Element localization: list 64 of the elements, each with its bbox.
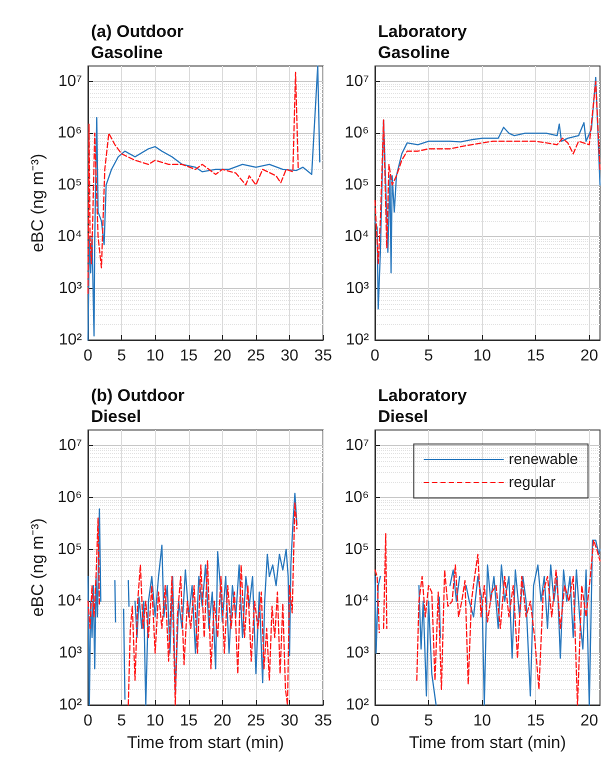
y-tick-label: 10⁵ bbox=[344, 540, 369, 558]
y-axis-title: eBC (ng m⁻³) bbox=[28, 518, 47, 617]
x-tick-label: 35 bbox=[314, 348, 332, 364]
x-tick-label: 15 bbox=[180, 348, 198, 364]
y-tick-label: 10⁴ bbox=[344, 228, 370, 246]
line-series bbox=[374, 76, 601, 310]
chart-title: Laboratory Diesel bbox=[378, 386, 468, 426]
x-tick-label: 0 bbox=[84, 712, 93, 730]
x-axis-title: Time from start (min) bbox=[408, 732, 566, 752]
x-tick-label: 30 bbox=[280, 348, 299, 364]
y-tick-label: 10⁵ bbox=[58, 176, 82, 194]
y-tick-label: 10² bbox=[58, 332, 83, 348]
y-tick-label: 10⁴ bbox=[57, 592, 82, 610]
x-tick-label: 15 bbox=[526, 712, 545, 730]
y-tick-label: 10⁶ bbox=[58, 124, 82, 142]
y-tick-label: 10⁷ bbox=[58, 437, 82, 454]
x-tick-label: 0 bbox=[84, 348, 93, 364]
x-tick-label: 10 bbox=[473, 712, 492, 730]
x-tick-label: 15 bbox=[526, 348, 545, 364]
line-series bbox=[374, 80, 601, 264]
y-tick-label: 10³ bbox=[346, 280, 370, 297]
y-tick-label: 10³ bbox=[58, 644, 83, 662]
line-series bbox=[87, 72, 299, 294]
x-tick-label: 25 bbox=[247, 348, 265, 364]
x-tick-label: 20 bbox=[580, 348, 598, 364]
y-tick-label: 10⁷ bbox=[345, 437, 370, 454]
x-tick-label: 20 bbox=[213, 712, 232, 730]
chart-title: Laboratory Gasoline bbox=[378, 22, 468, 62]
x-tick-label: 0 bbox=[370, 348, 380, 364]
y-tick-label: 10² bbox=[346, 696, 370, 714]
legend-label: renewable bbox=[508, 451, 578, 468]
y-tick-label: 10³ bbox=[58, 280, 83, 297]
y-tick-label: 10⁶ bbox=[344, 124, 369, 142]
chart-title: (a) Outdoor Gasoline bbox=[91, 22, 184, 62]
y-tick-label: 10² bbox=[58, 696, 83, 714]
line-series bbox=[87, 65, 320, 341]
x-tick-label: 10 bbox=[146, 712, 164, 730]
y-tick-label: 10⁶ bbox=[58, 488, 82, 506]
x-tick-label: 10 bbox=[146, 348, 164, 364]
y-tick-label: 10⁴ bbox=[344, 592, 370, 610]
x-tick-label: 5 bbox=[424, 712, 434, 730]
y-axis-title: eBC (ng m⁻³) bbox=[28, 154, 47, 252]
y-tick-label: 10⁶ bbox=[344, 488, 369, 506]
x-tick-label: 20 bbox=[213, 348, 232, 364]
y-tick-label: 10² bbox=[346, 332, 370, 348]
chart-title: (b) Outdoor Diesel bbox=[91, 386, 185, 426]
legend-label: regular bbox=[508, 474, 556, 491]
x-tick-label: 30 bbox=[280, 712, 299, 730]
y-tick-label: 10⁵ bbox=[58, 540, 82, 558]
x-tick-label: 10 bbox=[473, 348, 492, 364]
x-axis-title: Time from start (min) bbox=[127, 732, 284, 752]
y-tick-label: 10⁵ bbox=[344, 176, 369, 194]
x-tick-label: 20 bbox=[580, 712, 598, 730]
y-tick-label: 10⁴ bbox=[57, 228, 82, 246]
x-tick-label: 5 bbox=[424, 348, 434, 364]
x-tick-label: 0 bbox=[370, 712, 380, 730]
y-tick-label: 10³ bbox=[346, 644, 370, 662]
x-tick-label: 5 bbox=[117, 348, 126, 364]
x-tick-label: 5 bbox=[117, 712, 126, 730]
y-tick-label: 10⁷ bbox=[58, 73, 82, 90]
y-tick-label: 10⁷ bbox=[345, 73, 370, 90]
x-tick-label: 35 bbox=[314, 712, 332, 730]
x-tick-label: 15 bbox=[180, 712, 198, 730]
x-tick-label: 25 bbox=[247, 712, 265, 730]
